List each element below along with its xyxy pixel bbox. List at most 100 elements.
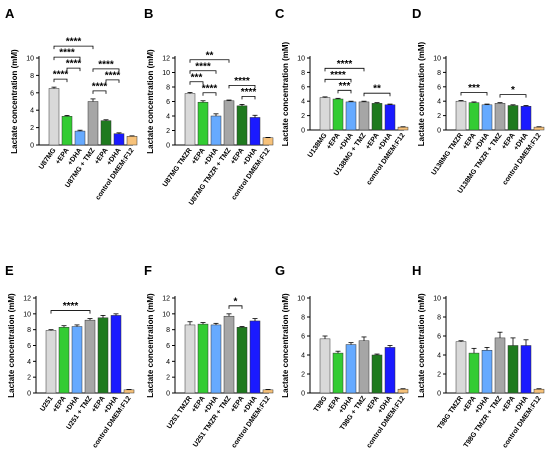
significance-bracket — [105, 79, 120, 83]
significance-label: *** — [191, 72, 203, 83]
bar-7 — [262, 137, 274, 146]
bar-4 — [223, 315, 235, 394]
y-axis-label: Lactate concentration (mM) — [10, 49, 19, 154]
bar-2 — [58, 327, 70, 394]
bar-6 — [110, 315, 122, 394]
y-tick-label: 6 — [437, 84, 441, 91]
significance-bracket — [460, 92, 488, 96]
significance-label: **** — [202, 83, 218, 94]
significance-label: * — [234, 296, 238, 307]
bar-1 — [319, 97, 331, 131]
significance-bracket — [324, 67, 365, 72]
bar-3 — [74, 130, 86, 146]
panel-B: B Lactate concentration (mM) 0 2 4 6 8 10 12 U87M… — [144, 6, 274, 207]
y-tick-label: 4 — [301, 353, 305, 360]
significance-label: **** — [59, 48, 75, 59]
bar-6 — [113, 133, 125, 146]
bar-3 — [481, 104, 493, 131]
y-tick-label: 6 — [301, 334, 305, 341]
y-tick-label: 6 — [301, 84, 305, 91]
bar-3 — [210, 324, 222, 394]
bar-5 — [100, 120, 112, 146]
y-axis-label: Lactate concentration (mM) — [146, 49, 155, 154]
panel-letter: B — [144, 6, 153, 21]
significance-bracket — [50, 310, 91, 314]
y-tick-label: 8 — [166, 327, 170, 334]
y-tick-label: 6 — [30, 90, 34, 97]
y-tick-label: 6 — [437, 334, 441, 341]
panel-letter: C — [275, 6, 285, 21]
y-axis-label: Lactate concentration (mM) — [281, 293, 290, 398]
y-tick-label: 10 — [23, 311, 31, 318]
bar-5 — [236, 327, 248, 394]
bar-7 — [397, 126, 409, 131]
bar-2 — [332, 98, 344, 131]
significance-label: **** — [241, 87, 257, 98]
x-tick-label: T98G TMZR — [437, 395, 465, 431]
bar-7 — [533, 388, 545, 394]
y-tick-label: 4 — [166, 114, 170, 121]
y-tick-label: 2 — [301, 113, 305, 120]
y-tick-label: 8 — [166, 85, 170, 92]
panel-letter: A — [5, 6, 15, 21]
y-tick-label: 8 — [301, 315, 305, 322]
significance-bracket — [189, 70, 217, 74]
bar-4 — [87, 101, 99, 146]
significance-bracket — [228, 85, 256, 89]
bar-3 — [345, 344, 357, 394]
bar-2 — [197, 323, 209, 394]
bar-5 — [371, 103, 383, 131]
bar-1 — [455, 341, 467, 394]
y-tick-label: 0 — [437, 128, 441, 135]
bar-7 — [126, 136, 138, 146]
y-tick-label: 6 — [166, 343, 170, 350]
y-tick-label: 0 — [30, 143, 34, 150]
y-tick-label: 8 — [437, 70, 441, 77]
significance-bracket — [499, 94, 527, 98]
bar-5 — [236, 105, 248, 146]
y-tick-label: 0 — [437, 391, 441, 398]
panel-letter: F — [144, 263, 152, 278]
significance-label: **** — [63, 301, 79, 312]
bar-4 — [223, 100, 235, 146]
panel-H: H Lactate concentration (mM) 0 2 4 6 8 10 T98G T… — [412, 263, 545, 449]
y-axis-label: Lactate concentration (mM) — [7, 293, 16, 398]
y-tick-label: 10 — [26, 56, 34, 63]
significance-bracket — [53, 45, 94, 50]
y-tick-label: 0 — [166, 391, 170, 398]
panel-letter: E — [5, 263, 14, 278]
bar-4 — [494, 337, 506, 394]
y-tick-label: 2 — [30, 125, 34, 132]
y-tick-label: 0 — [166, 143, 170, 150]
significance-bracket — [337, 89, 352, 94]
y-tick-label: 12 — [23, 296, 31, 303]
bar-6 — [384, 104, 396, 131]
bar-6 — [249, 117, 261, 146]
bar-2 — [468, 352, 480, 394]
y-axis-label: Lactate concentration (mM) — [146, 293, 155, 398]
significance-bracket — [202, 92, 217, 96]
panel-letter: H — [412, 263, 421, 278]
y-tick-label: 2 — [437, 372, 441, 379]
bar-5 — [507, 345, 519, 394]
significance-bracket — [53, 78, 68, 83]
y-tick-label: 8 — [30, 73, 34, 80]
significance-bracket — [228, 305, 243, 309]
y-tick-label: 6 — [27, 343, 31, 350]
y-tick-label: 0 — [301, 128, 305, 135]
y-tick-label: 0 — [27, 391, 31, 398]
significance-label: **** — [105, 70, 121, 81]
x-tick-label: U87MG — [38, 147, 58, 171]
x-tick-label: U138MG TMZR — [431, 132, 465, 176]
significance-label: **** — [66, 37, 82, 48]
bar-4 — [358, 101, 370, 131]
panel-F: F Lactate concentration (mM) 0 2 4 6 8 10 12 U251… — [144, 263, 274, 449]
y-axis-label: Lactate concentration (mM) — [281, 41, 290, 146]
bar-3 — [481, 350, 493, 394]
significance-bracket — [189, 81, 204, 85]
significance-bracket — [189, 59, 230, 63]
x-tick-label: U251 TMZR — [166, 395, 194, 430]
y-tick-label: 6 — [166, 99, 170, 106]
